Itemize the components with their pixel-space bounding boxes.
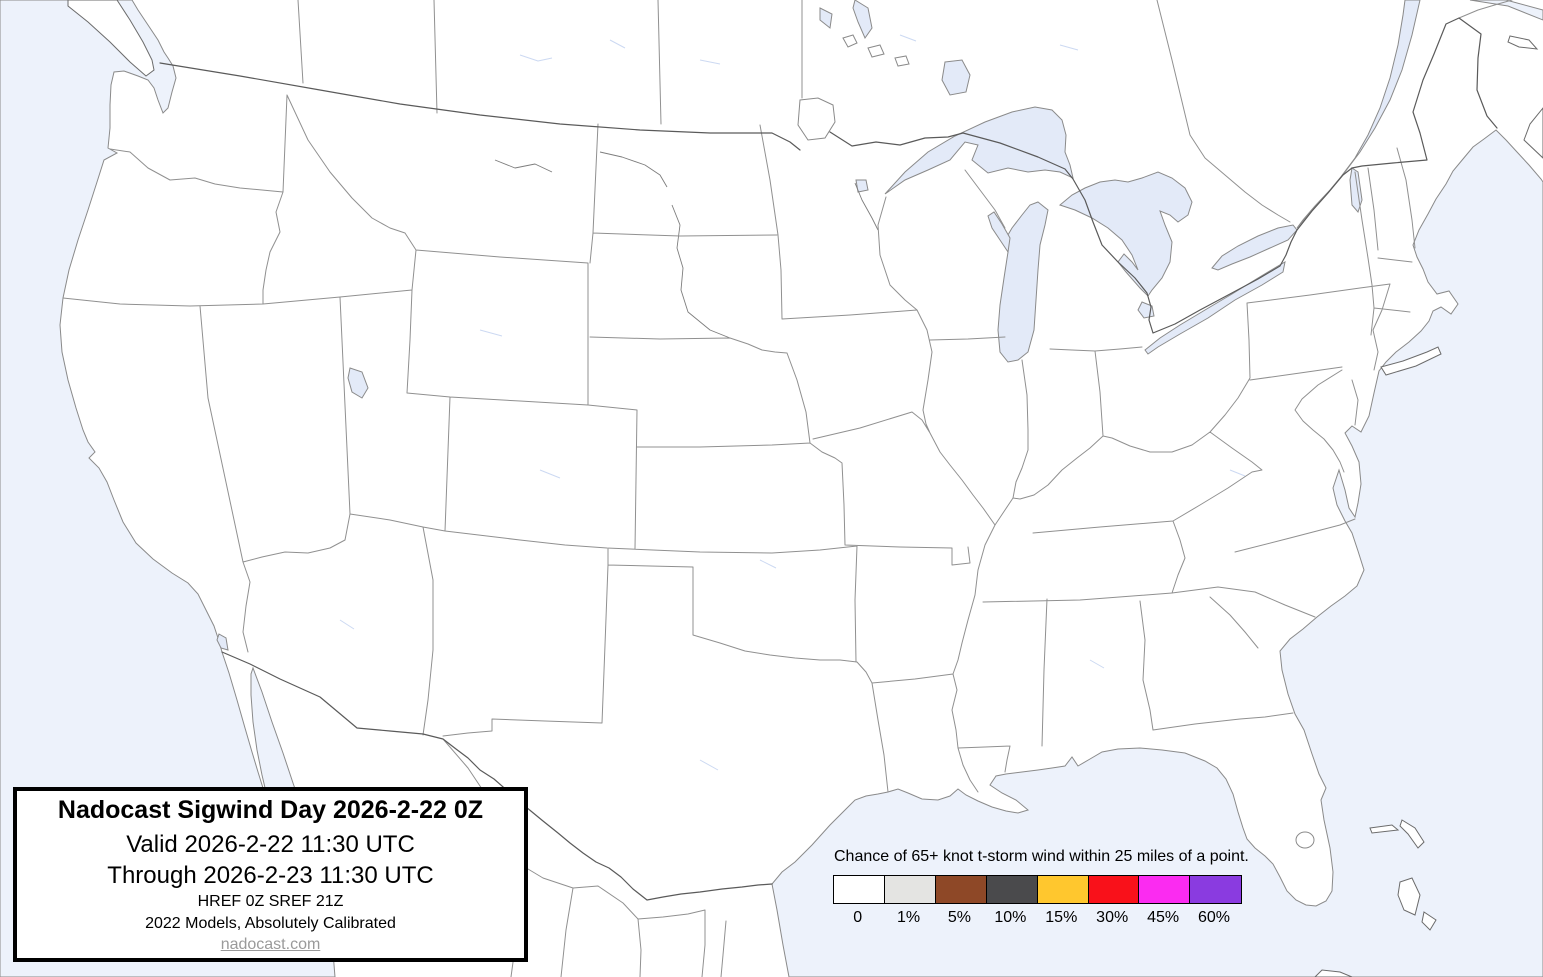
lake-superior — [884, 106, 1074, 195]
lake-manitoba — [819, 7, 833, 29]
small-lakes — [216, 0, 1363, 849]
ontario-small-lake-2 — [867, 44, 885, 58]
us-mexico-border — [221, 651, 773, 901]
great-lakes — [884, 106, 1298, 363]
legend-label-6: 45% — [1147, 909, 1180, 926]
province-boundaries — [297, 0, 1513, 223]
nova-scotia — [1523, 107, 1543, 159]
atlantic-gulf-of-mexico — [771, 129, 1543, 977]
probability-legend: Chance of 65+ knot t-storm wind within 2… — [833, 848, 1249, 927]
salton-sea — [216, 633, 229, 651]
pacific-ocean — [0, 0, 336, 977]
legend-label-7: 60% — [1197, 909, 1231, 926]
great-salt-lake — [347, 367, 369, 399]
lake-okeechobee — [1295, 831, 1315, 849]
minor-rivers — [339, 34, 1246, 771]
islands — [1314, 819, 1437, 977]
legend-swatch-7 — [1189, 875, 1242, 904]
legend-label-4: 15% — [1045, 909, 1078, 926]
legend-swatch-row — [833, 875, 1249, 904]
us-canada-border — [159, 17, 1498, 334]
forecast-title-box: Nadocast Sigwind Day 2026-2-22 0Z Valid … — [13, 787, 528, 962]
grand-bahama-island — [1369, 824, 1400, 834]
upper-mississippi-river — [854, 182, 879, 231]
legend-swatch-1 — [883, 875, 937, 904]
legend-label-1: 1% — [897, 909, 921, 926]
green-bay — [987, 211, 1011, 254]
legend-swatch-3 — [985, 875, 1039, 904]
chaleur-bay — [1469, 0, 1543, 21]
abaco-island — [1399, 819, 1425, 849]
legend-label-3: 10% — [994, 909, 1027, 926]
legend-swatch-4 — [1036, 875, 1090, 904]
legend-label-2: 5% — [947, 909, 972, 926]
legend-swatch-0 — [833, 875, 886, 904]
andros-island — [1397, 877, 1421, 916]
ontario-small-lake-3 — [894, 55, 910, 67]
cuba-sliver — [1314, 969, 1353, 977]
long-island — [1380, 346, 1442, 376]
lake-michigan — [997, 201, 1049, 363]
lake-winnipeg-tip — [852, 0, 873, 40]
lake-erie — [1144, 261, 1286, 355]
state-boundaries — [62, 94, 1416, 793]
forecast-valid-time: Valid 2026-2-22 11:30 UTC — [126, 830, 415, 858]
vancouver-island — [67, 0, 155, 77]
legend-title: Chance of 65+ knot t-storm wind within 2… — [834, 848, 1249, 865]
legend-swatch-2 — [934, 875, 988, 904]
eleuthera-island — [1421, 911, 1437, 931]
forecast-title: Nadocast Sigwind Day 2026-2-22 0Z — [57, 796, 484, 825]
ontario-small-lake-1 — [842, 34, 858, 48]
prince-edward-island — [1507, 35, 1539, 50]
legend-swatch-5 — [1087, 875, 1141, 904]
lake-of-the-woods — [797, 97, 836, 141]
legend-label-5: 30% — [1096, 909, 1129, 926]
forecast-models-line: HREF 0Z SREF 21Z — [197, 893, 344, 911]
legend-label-0: 0 — [853, 909, 863, 926]
missouri-river — [494, 151, 731, 339]
forecast-calibration-line: 2022 Models, Absolutely Calibrated — [145, 914, 396, 932]
legend-swatch-6 — [1138, 875, 1191, 904]
lake-huron — [1058, 171, 1193, 297]
forecast-through-time: Through 2026-2-23 11:30 UTC — [107, 861, 434, 889]
legend-label-row: 0 1% 5% 10% 15% 30% 45% 60% — [833, 909, 1249, 927]
lake-nipigon — [941, 59, 971, 96]
nadocast-link[interactable]: nadocast.com — [220, 936, 321, 954]
